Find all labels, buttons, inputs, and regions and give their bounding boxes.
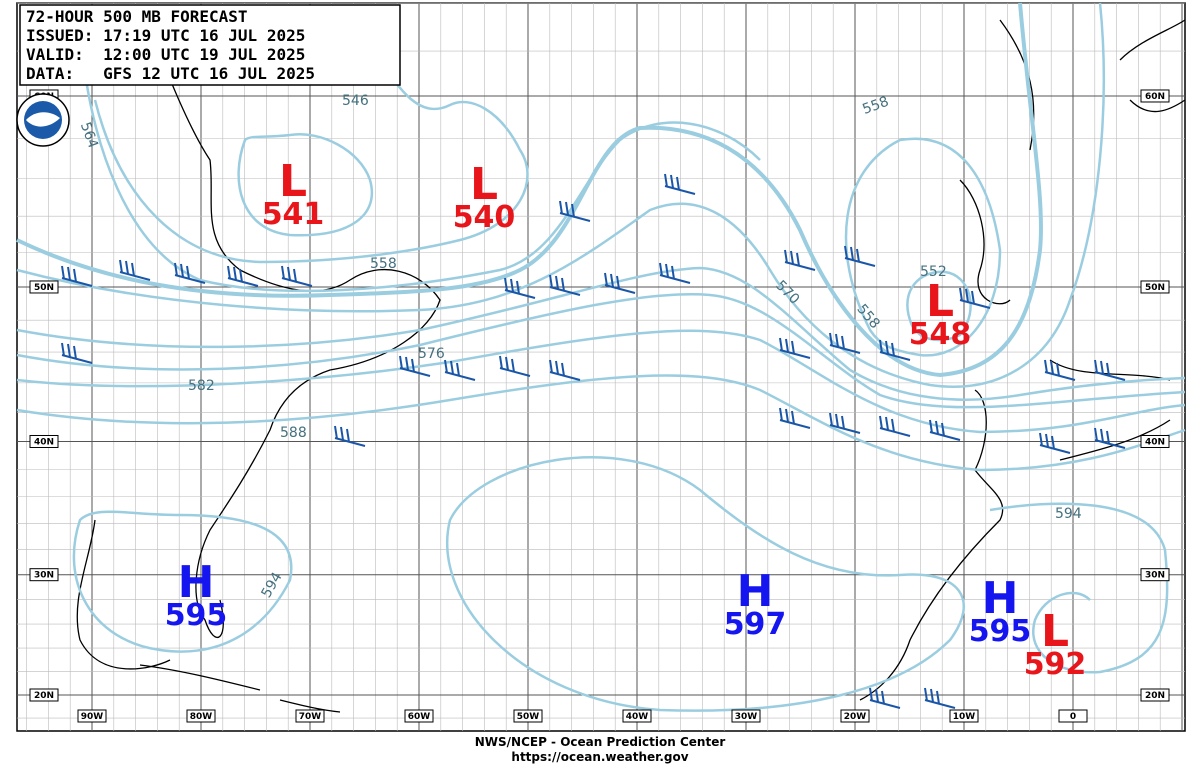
center-letter: L (926, 276, 954, 327)
grid-label: 60W (408, 712, 431, 722)
grid-label: 40N (1145, 437, 1165, 447)
contour-label: 594 (1055, 506, 1082, 522)
grid-label: 0 (1070, 712, 1076, 722)
label-box (1140, 688, 1170, 702)
label-box (1058, 709, 1088, 723)
contour-label: 546 (342, 93, 369, 109)
label-box (29, 568, 59, 582)
center-letter: H (737, 566, 774, 617)
grid-label: 30N (34, 571, 54, 581)
grid-label: 70W (299, 712, 322, 722)
grid-label: 20W (844, 712, 867, 722)
contour-label: 582 (188, 378, 215, 394)
label-box (186, 709, 216, 723)
center-letter: L (1041, 606, 1069, 657)
label-box (840, 709, 870, 723)
header-line: DATA: GFS 12 UTC 16 JUL 2025 (26, 64, 315, 83)
label-box (295, 709, 325, 723)
grid-label: 50N (1145, 283, 1165, 293)
contour-label: 552 (920, 264, 947, 280)
grid-label: 40W (626, 712, 649, 722)
coastlines (76, 19, 1186, 713)
label-box (77, 709, 107, 723)
label-box (29, 688, 59, 702)
label-box (1140, 434, 1170, 448)
map-frame (16, 2, 1186, 732)
height-contours (16, 2, 1186, 712)
grid-label: 20N (1145, 691, 1165, 701)
center-letter: H (178, 557, 215, 608)
contour-label: 588 (280, 425, 307, 441)
grid-label: 50W (517, 712, 540, 722)
label-box (731, 709, 761, 723)
label-box (949, 709, 979, 723)
label-box (1140, 89, 1170, 103)
center-letter: H (982, 573, 1019, 624)
label-box (29, 434, 59, 448)
grid-label: 10W (953, 712, 976, 722)
grid-label: 80W (190, 712, 213, 722)
label-box (404, 709, 434, 723)
label-box (1140, 280, 1170, 294)
center-value: 592 (1024, 647, 1087, 682)
center-letter: L (279, 156, 307, 207)
grid-label: 30W (735, 712, 758, 722)
grid-label: 40N (34, 437, 54, 447)
grid-label: 60N (1145, 92, 1165, 102)
center-letter: L (470, 159, 498, 210)
header-line: ISSUED: 17:19 UTC 16 JUL 2025 (26, 26, 305, 45)
grid-label: 20N (34, 691, 54, 701)
center-value: 541 (262, 197, 325, 232)
noaa-logo (16, 93, 70, 147)
contour-label: 576 (418, 346, 445, 362)
center-value: 540 (453, 200, 516, 235)
header-line: VALID: 12:00 UTC 19 JUL 2025 (26, 45, 305, 64)
label-box (29, 280, 59, 294)
label-box (622, 709, 652, 723)
header-box: 72-HOUR 500 MB FORECAST ISSUED: 17:19 UT… (19, 4, 401, 86)
label-box (513, 709, 543, 723)
grid-label: 50N (34, 283, 54, 293)
center-value: 595 (969, 614, 1032, 649)
footer-line: NWS/NCEP - Ocean Prediction Center (475, 735, 726, 749)
footer-line: https://ocean.weather.gov (511, 750, 688, 764)
center-value: 548 (909, 317, 972, 352)
header-line: 72-HOUR 500 MB FORECAST (26, 7, 248, 26)
contour-label: 558 (370, 256, 397, 272)
center-value: 595 (165, 598, 228, 633)
grid-label: 90W (81, 712, 104, 722)
pressure-centers: L 541 L 540 L 548 H 595 H 597 H 595 L 59… (165, 156, 1087, 682)
center-value: 597 (724, 607, 787, 642)
label-box (1140, 568, 1170, 582)
grid-label: 30N (1145, 571, 1165, 581)
